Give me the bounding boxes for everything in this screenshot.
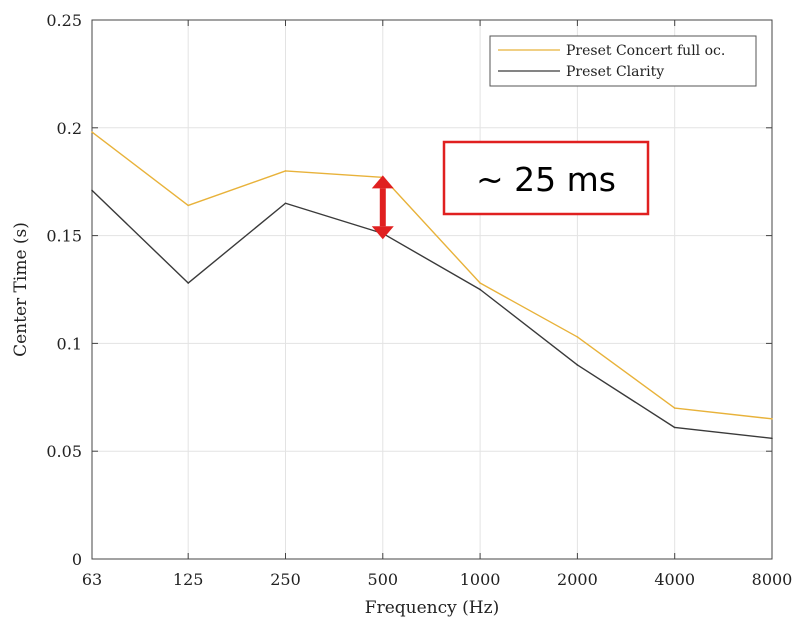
double-arrow-icon — [371, 175, 394, 240]
y-tick-label: 0.05 — [46, 442, 82, 461]
annotation: ~ 25 ms — [371, 140, 650, 240]
data-point — [187, 282, 189, 284]
annotation-text: ~ 25 ms — [476, 160, 616, 199]
legend-entry-clarity: Preset Clarity — [566, 64, 664, 80]
data-point — [576, 364, 579, 366]
tick-labels: 63 125 250 500 1000 2000 4000 8000 0 0.05 0.1 0.15 0… — [46, 11, 792, 589]
data-point — [479, 288, 481, 291]
arrow-head-up — [371, 175, 394, 189]
x-tick-label: 1000 — [460, 570, 501, 589]
x-axis-label: Frequency (Hz) — [365, 598, 499, 618]
y-tick-label: 0.25 — [46, 11, 82, 30]
legend: Preset Concert full oc. Preset Clarity — [489, 35, 757, 87]
x-tick-label: 500 — [368, 570, 399, 589]
data-point — [284, 202, 287, 205]
data-point — [479, 282, 481, 284]
arrow-shaft — [379, 188, 386, 227]
series-line-1 — [91, 189, 773, 439]
axes-box — [91, 19, 773, 560]
y-tick-label: 0 — [72, 550, 82, 569]
y-tick-label: 0.15 — [46, 227, 82, 246]
legend-box — [489, 35, 757, 87]
data-point — [576, 336, 579, 338]
y-tick-label: 0.1 — [57, 334, 82, 353]
data-point — [673, 426, 676, 429]
y-axis-label: Center Time (s) — [11, 222, 31, 357]
plot-background — [92, 20, 772, 559]
x-tick-label: 4000 — [654, 570, 695, 589]
data-point — [284, 170, 287, 172]
x-tick-label: 250 — [270, 570, 301, 589]
x-tick-label: 2000 — [557, 570, 598, 589]
data-point — [91, 131, 93, 133]
series-line-0 — [91, 131, 773, 420]
data-point — [187, 204, 189, 207]
legend-entry-concert: Preset Concert full oc. — [566, 43, 725, 59]
x-tick-label: 8000 — [752, 570, 793, 589]
data-point — [771, 418, 773, 420]
arrow-head-down — [371, 226, 394, 240]
data-point — [673, 407, 676, 409]
axes-frame — [91, 19, 773, 560]
y-tick-label: 0.2 — [57, 119, 82, 138]
data-point — [771, 437, 773, 440]
x-tick-label: 125 — [173, 570, 204, 589]
x-tick-label: 63 — [82, 570, 102, 589]
data-point — [91, 189, 93, 192]
annotation-box — [442, 140, 650, 216]
